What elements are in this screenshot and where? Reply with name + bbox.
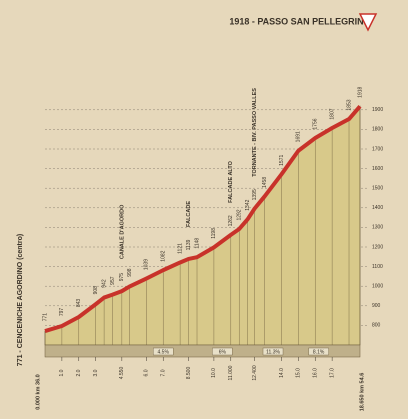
end-distance: 18.650 km 54.6 xyxy=(359,373,365,412)
y-tick-label: 900 xyxy=(372,303,381,309)
elevation-label: 975 xyxy=(119,273,125,282)
y-tick-label: 1300 xyxy=(372,225,383,231)
elevation-label: 1121 xyxy=(177,243,183,254)
x-tick-label: 3.0 xyxy=(93,369,99,376)
y-tick-label: 800 xyxy=(372,323,381,329)
elevation-label: 1039 xyxy=(144,259,150,270)
x-tick-label: 7.0 xyxy=(161,369,167,376)
waypoint-label: CANALE D'AGORDO xyxy=(119,204,125,259)
y-tick-label: 1200 xyxy=(372,244,383,250)
elevation-label: 1148 xyxy=(194,238,200,249)
elevation-label: 957 xyxy=(110,276,116,285)
start-label: 771 - CENCENICHE AGORDINO (centro) xyxy=(17,234,24,366)
elevation-label: 1262 xyxy=(228,215,234,226)
x-tick-label: 6.0 xyxy=(144,369,150,376)
elevation-label: 908 xyxy=(93,286,99,295)
x-tick-label: 11.000 xyxy=(228,365,234,380)
gradient-label: 11.3% xyxy=(266,349,280,355)
elevation-label: 797 xyxy=(59,308,65,317)
y-tick-label: 1800 xyxy=(372,127,383,133)
gradient-label: 8.1% xyxy=(313,349,325,355)
elevation-label: 1082 xyxy=(161,250,167,261)
elevation-label: 1198 xyxy=(211,228,217,239)
waypoint-label: FALCADE ALTO xyxy=(228,160,234,202)
y-tick-label: 1600 xyxy=(372,166,383,172)
elevation-label: 1853 xyxy=(346,99,352,110)
elevation-label: 1458 xyxy=(262,177,268,188)
gradient-box xyxy=(153,347,174,356)
x-tick-label: 12.400 xyxy=(252,365,258,381)
elevation-label: 998 xyxy=(127,268,133,277)
x-tick-label: 2.0 xyxy=(76,369,82,376)
elevation-label: 1691 xyxy=(296,131,302,142)
gradient-box xyxy=(212,347,233,356)
x-tick-label: 10.0 xyxy=(211,368,217,378)
x-tick-label: 17.0 xyxy=(329,368,335,378)
gradient-box xyxy=(262,347,284,356)
elevation-label: 1292 xyxy=(237,209,243,220)
gradient-label: 6% xyxy=(219,349,227,355)
elevation-label: 1918 xyxy=(357,86,363,97)
y-tick-label: 1400 xyxy=(372,205,383,211)
x-tick-label: 8.500 xyxy=(186,367,192,380)
x-tick-label: 14.0 xyxy=(279,368,285,378)
y-tick-label: 1900 xyxy=(372,107,383,113)
profile-line xyxy=(44,104,362,333)
y-tick-label: 1000 xyxy=(372,284,383,290)
elevation-label: 1756 xyxy=(313,118,319,129)
elevation-label: 942 xyxy=(101,279,107,288)
y-tick-label: 1700 xyxy=(372,146,383,152)
elevation-label: 771 xyxy=(42,313,48,322)
summit-icon xyxy=(358,13,378,32)
waypoint-label: TORNANTE - BIV. PASSO VALLES xyxy=(252,88,258,177)
gradient-box xyxy=(308,347,329,356)
elevation-label: 1571 xyxy=(279,155,285,166)
chart-title: 1918 - PASSO SAN PELLEGRINO xyxy=(229,16,370,26)
elevation-label: 843 xyxy=(76,299,82,308)
y-tick-label: 1500 xyxy=(372,186,383,192)
elevation-label: 1807 xyxy=(329,108,335,119)
x-tick-label: 1.0 xyxy=(59,369,65,376)
elevation-label: 1395 xyxy=(252,189,258,200)
y-tick-label: 1100 xyxy=(372,264,383,270)
gradient-label: 4.5% xyxy=(158,349,170,355)
start-distance: 0.000 km 36.0 xyxy=(35,374,41,409)
x-tick-label: 4.550 xyxy=(119,367,125,380)
waypoint-label: FALCADE xyxy=(186,201,192,227)
x-tick-label: 16.0 xyxy=(313,368,319,378)
x-tick-label: 15.0 xyxy=(296,368,302,378)
elevation-label: 1139 xyxy=(186,239,192,250)
elevation-label: 1342 xyxy=(245,199,251,210)
